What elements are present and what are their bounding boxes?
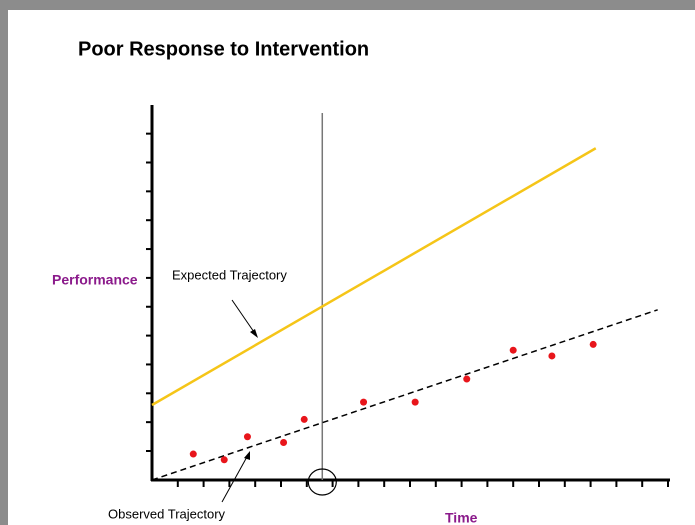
arrowhead — [250, 329, 258, 338]
data-point — [280, 439, 288, 446]
data-point — [463, 375, 471, 383]
annotation-arrow — [221, 454, 249, 503]
data-point — [411, 398, 419, 406]
data-point — [360, 398, 368, 406]
intervention-marker — [307, 468, 337, 496]
data-point — [243, 433, 251, 441]
data-point — [300, 415, 308, 423]
data-point — [189, 450, 197, 458]
data-point — [509, 346, 517, 354]
data-point — [220, 456, 228, 464]
frame-top — [0, 0, 695, 10]
x-axis-label: Time — [445, 510, 478, 525]
y-axis-label: Performance — [52, 272, 138, 288]
axis-ticks — [146, 132, 669, 487]
data-point — [589, 340, 597, 348]
data-point — [548, 352, 556, 360]
annotation-arrow — [231, 299, 257, 336]
arrowhead — [244, 451, 250, 460]
series-annotation: Expected Trajectory — [172, 267, 287, 282]
trajectory-line — [151, 309, 658, 481]
series-annotation: Observed Trajectory — [108, 506, 226, 521]
trajectory-line — [151, 147, 597, 407]
frame-left — [0, 0, 8, 525]
chart-title: Poor Response to Intervention — [78, 38, 369, 60]
